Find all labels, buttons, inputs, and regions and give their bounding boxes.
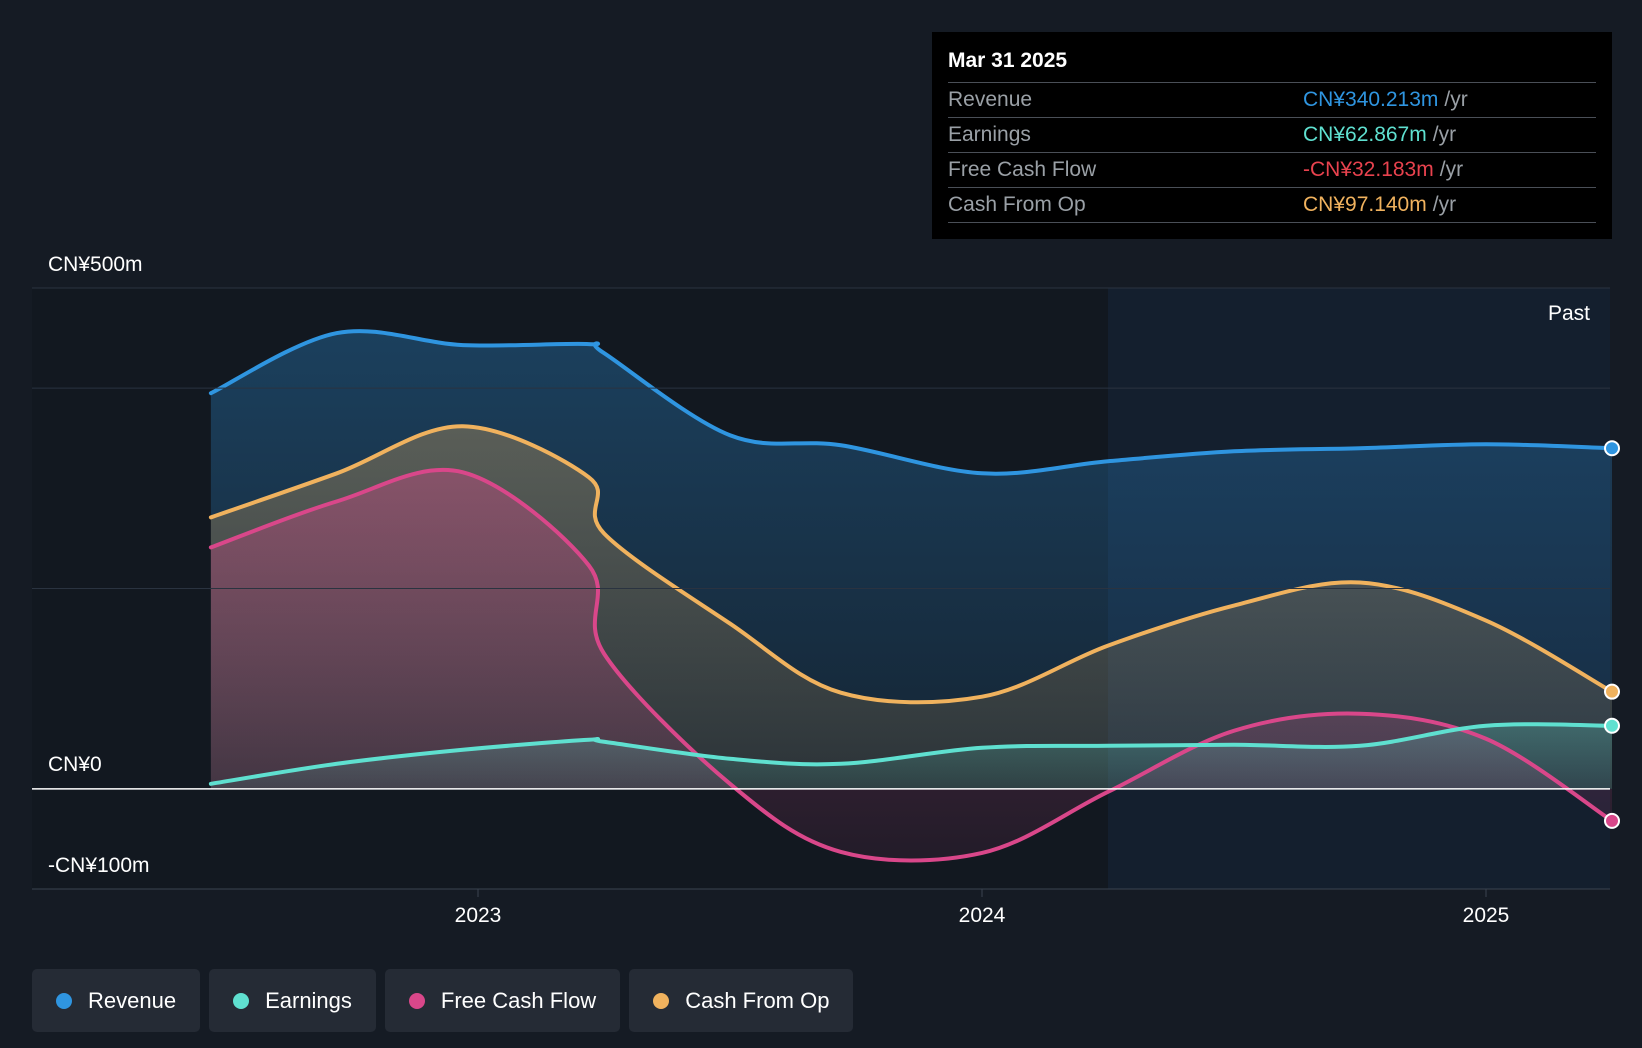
tooltip-value: -CN¥32.183m (1303, 158, 1434, 181)
series-line-revenue (208, 329, 1614, 476)
series-line-earnings (208, 722, 1614, 786)
tooltip-row-cash-from-op: Cash From Op CN¥97.140m /yr (948, 187, 1596, 223)
series-line-free-cash-flow (208, 467, 1614, 863)
tooltip-date: Mar 31 2025 (948, 49, 1068, 72)
legend-item-earnings[interactable]: Earnings (209, 969, 376, 1032)
tooltip-label: Earnings (948, 123, 1031, 146)
endpoint-dots (1604, 440, 1620, 829)
line-layer (208, 329, 1614, 863)
tooltip-value: CN¥62.867m (1303, 123, 1427, 146)
series-line-cash-from-op (208, 424, 1614, 705)
tooltip: Mar 31 2025 Revenue CN¥340.213m /yr Earn… (932, 32, 1612, 239)
tooltip-row-revenue: Revenue CN¥340.213m /yr (948, 82, 1596, 117)
tooltip-unit: /yr (1432, 193, 1457, 216)
legend: Revenue Earnings Free Cash Flow Cash Fro… (32, 969, 854, 1032)
x-tick-label: 2025 (1463, 904, 1510, 927)
legend-item-free-cash-flow[interactable]: Free Cash Flow (384, 969, 621, 1032)
tooltip-value: CN¥340.213m (1303, 88, 1439, 111)
tooltip-unit: /yr (1444, 88, 1468, 111)
tooltip-label: Cash From Op (948, 193, 1086, 216)
legend-dot-icon (233, 992, 250, 1009)
legend-label: Revenue (88, 987, 177, 1013)
endpoint-free-cash-flow (1604, 812, 1620, 829)
endpoint-revenue (1604, 440, 1620, 457)
axis-layer: 2023 2024 2025 (32, 287, 1610, 927)
tooltip-row-free-cash-flow: Free Cash Flow -CN¥32.183m /yr (948, 152, 1596, 187)
tooltip-label: Free Cash Flow (948, 158, 1097, 181)
legend-item-revenue[interactable]: Revenue (32, 969, 201, 1032)
tooltip-label: Revenue (948, 88, 1033, 111)
endpoint-earnings (1604, 717, 1620, 734)
tooltip-value: CN¥97.140m (1303, 193, 1427, 216)
y-label-bottom: -CN¥100m (48, 854, 150, 877)
legend-label: Earnings (265, 987, 352, 1013)
legend-dot-icon (408, 992, 425, 1009)
y-label-zero: CN¥0 (48, 753, 102, 776)
x-tick-label: 2023 (455, 904, 502, 927)
legend-label: Cash From Op (685, 987, 830, 1013)
legend-label: Free Cash Flow (440, 987, 597, 1013)
legend-dot-icon (653, 992, 670, 1009)
tooltip-unit: /yr (1439, 158, 1464, 181)
x-tick-label: 2024 (959, 904, 1006, 927)
endpoint-cash-from-op (1604, 683, 1620, 700)
tooltip-row-earnings: Earnings CN¥62.867m /yr (948, 117, 1596, 152)
area-layer (210, 331, 1612, 861)
legend-dot-icon (56, 992, 72, 1009)
past-label: Past (1548, 302, 1591, 325)
legend-item-cash-from-op[interactable]: Cash From Op (629, 969, 854, 1032)
y-label-top: CN¥500m (48, 253, 143, 276)
tooltip-unit: /yr (1432, 123, 1457, 146)
